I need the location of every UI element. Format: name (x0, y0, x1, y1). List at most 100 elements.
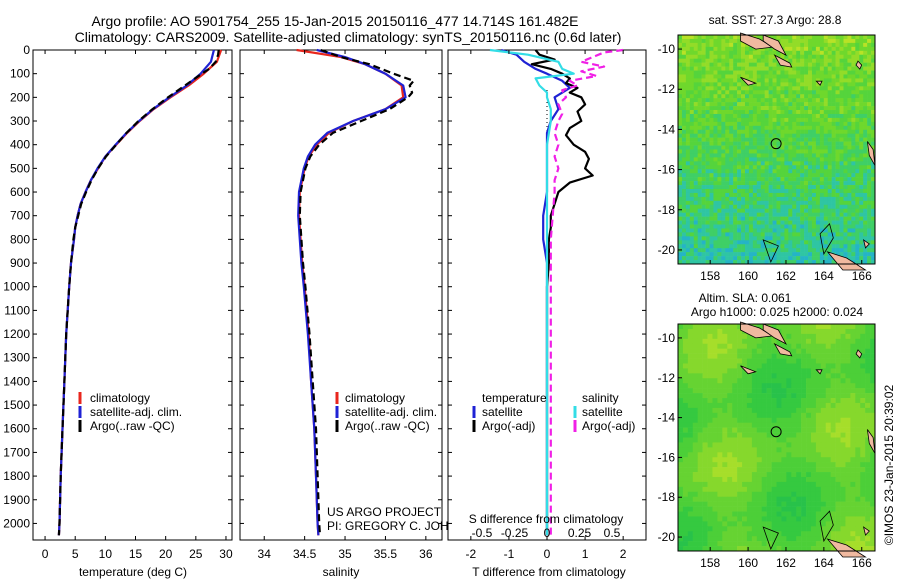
sst-cell (709, 137, 714, 142)
sst-cell (863, 58, 868, 63)
sla-cell (850, 432, 856, 438)
sst-cell (776, 216, 781, 221)
sst-cell (871, 121, 876, 127)
sst-cell (689, 38, 695, 44)
sst-cell (800, 204, 805, 210)
sst-cell (713, 157, 718, 162)
sla-cell (712, 501, 718, 507)
sla-cell (727, 511, 733, 517)
sla-cell (771, 393, 777, 399)
sst-cell (867, 46, 872, 52)
sla-cell (697, 378, 703, 384)
sla-cell (791, 338, 797, 345)
sla-cell (692, 402, 698, 409)
island-1 (762, 34, 787, 57)
sst-cell (717, 256, 722, 261)
sla-cell (796, 531, 802, 537)
sst-cell (788, 220, 793, 225)
sst-cell (760, 157, 765, 162)
sla-cell (697, 452, 703, 458)
sst-cell (835, 228, 840, 233)
sst-cell (784, 82, 789, 87)
sst-cell (792, 70, 797, 75)
sst-cell (800, 102, 805, 107)
sst-cell (760, 141, 765, 146)
sla-cell (801, 521, 807, 527)
sst-cell (681, 62, 687, 67)
sla-cell (756, 427, 763, 433)
sst-map-title: sat. SST: 27.3 Argo: 28.8 (709, 13, 842, 27)
sla-cell (796, 343, 802, 349)
sla-cell (786, 378, 792, 384)
sst-cell (815, 153, 821, 158)
sst-cell (756, 125, 762, 131)
sst-cell (823, 212, 829, 217)
sst-cell (764, 244, 769, 249)
sst-cell (701, 110, 706, 115)
sla-cell (722, 467, 728, 473)
sla-cell (791, 388, 797, 394)
sla-cell (806, 363, 812, 369)
sst-cell (776, 86, 781, 91)
sla-cell (855, 442, 861, 448)
x-tick-label: 30 (219, 547, 233, 561)
sst-cell (729, 220, 734, 225)
sla-cell (732, 526, 738, 532)
sst-cell (693, 260, 698, 265)
sla-cell (830, 402, 836, 409)
sla-cell (751, 476, 758, 483)
sst-cell (725, 185, 730, 190)
sla-cell (737, 481, 743, 488)
sst-cell (796, 177, 801, 182)
sst-cell (780, 78, 785, 83)
sst-cell (800, 94, 805, 99)
sla-cell (692, 378, 698, 384)
sst-cell (717, 62, 722, 67)
sst-cell (721, 38, 726, 44)
sla-cell (742, 378, 748, 384)
sst-cell (827, 188, 832, 194)
sst-cell (733, 204, 738, 210)
sst-cell (678, 113, 683, 119)
sst-cell (831, 181, 836, 186)
sla-cell (840, 388, 846, 394)
sst-cell (709, 78, 714, 83)
sla-cell (687, 437, 694, 443)
sst-cell (717, 208, 722, 213)
sst-cell (788, 232, 793, 237)
sla-cell (791, 447, 797, 453)
sst-cell (737, 141, 742, 146)
sst-cell (863, 208, 868, 213)
sla-cell (830, 388, 836, 394)
sla-cell (860, 511, 866, 517)
sla-cell (820, 541, 827, 547)
sst-cell (744, 224, 750, 229)
sst-cell (697, 236, 702, 241)
sla-cell (751, 437, 758, 443)
sst-cell (823, 102, 829, 107)
sst-cell (796, 62, 801, 67)
sst-cell (780, 181, 785, 186)
s-difference-xlabel: S difference from climatology (469, 512, 624, 526)
sla-cell (737, 343, 743, 349)
sla-cell (820, 481, 827, 488)
sst-cell (733, 121, 738, 127)
sst-cell (859, 256, 864, 261)
sst-cell (780, 188, 785, 194)
sla-cell (737, 531, 743, 537)
sst-cell (717, 90, 722, 95)
sla-cell (815, 452, 822, 458)
sla-cell (732, 388, 738, 394)
sst-cell (752, 256, 758, 261)
sst-cell (867, 38, 872, 44)
sst-cell (871, 244, 876, 249)
sst-cell (760, 248, 765, 253)
sla-cell (845, 472, 851, 478)
sst-cell (752, 50, 758, 56)
sla-cell (825, 506, 831, 512)
sst-cell (796, 113, 801, 119)
sla-cell (746, 462, 753, 468)
sst-cell (800, 110, 805, 115)
sst-cell (796, 232, 801, 237)
sla-cell (810, 378, 817, 384)
